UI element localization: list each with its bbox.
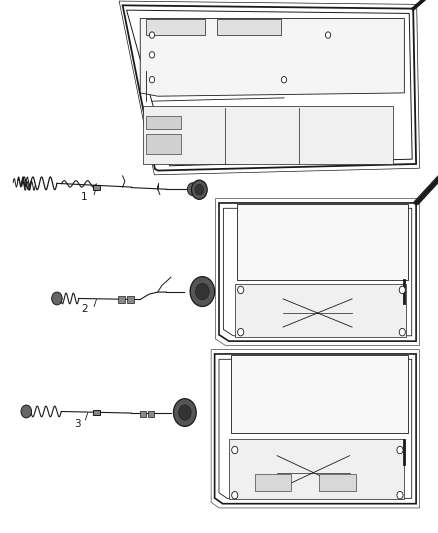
Circle shape xyxy=(399,328,405,336)
Bar xyxy=(146,19,205,35)
Circle shape xyxy=(173,399,196,426)
Circle shape xyxy=(232,491,238,499)
Bar xyxy=(118,296,125,303)
Circle shape xyxy=(281,76,287,83)
Bar xyxy=(216,19,281,35)
Bar xyxy=(140,411,146,417)
Circle shape xyxy=(191,180,207,199)
Circle shape xyxy=(195,184,204,195)
Polygon shape xyxy=(231,356,408,433)
Polygon shape xyxy=(237,204,408,280)
Bar xyxy=(319,474,356,491)
Circle shape xyxy=(232,446,238,454)
Bar xyxy=(127,296,134,303)
Polygon shape xyxy=(140,19,404,96)
Bar xyxy=(148,411,154,417)
Circle shape xyxy=(397,446,403,454)
Circle shape xyxy=(399,286,405,294)
Circle shape xyxy=(237,286,244,294)
Bar xyxy=(93,185,100,190)
Circle shape xyxy=(196,284,209,300)
Bar xyxy=(235,284,406,337)
Circle shape xyxy=(52,292,62,305)
Bar xyxy=(93,410,100,415)
Circle shape xyxy=(237,328,244,336)
Circle shape xyxy=(325,32,331,38)
Circle shape xyxy=(21,405,32,418)
Circle shape xyxy=(149,76,155,83)
Text: 3: 3 xyxy=(74,419,81,429)
Bar xyxy=(146,134,181,154)
Bar xyxy=(146,116,181,129)
Circle shape xyxy=(149,32,155,38)
Bar xyxy=(255,474,291,491)
Circle shape xyxy=(397,491,403,499)
Circle shape xyxy=(187,183,198,196)
Circle shape xyxy=(149,52,155,58)
Text: 1: 1 xyxy=(81,192,88,202)
Text: 2: 2 xyxy=(81,304,88,314)
Bar xyxy=(229,439,404,499)
Bar xyxy=(143,106,392,164)
Circle shape xyxy=(179,405,191,420)
Circle shape xyxy=(190,277,215,306)
